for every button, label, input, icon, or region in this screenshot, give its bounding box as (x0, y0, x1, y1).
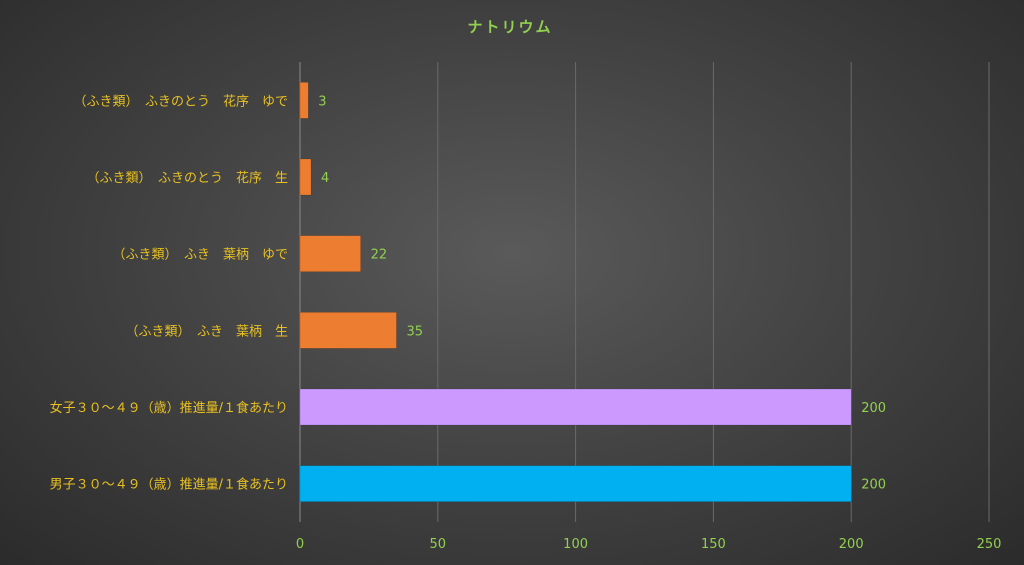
category-label: （ふき類） ふきのとう 花序 ゆで (73, 93, 288, 109)
category-label: 男子３０～４９（歳）推進量/１食あたり (50, 477, 288, 493)
data-label: 22 (371, 248, 388, 263)
x-tick-label: 250 (977, 537, 1002, 552)
bar (299, 312, 397, 349)
x-tick-label: 0 (296, 537, 304, 552)
data-label: 200 (861, 401, 886, 416)
grid-lines (299, 62, 990, 522)
data-label: 200 (861, 478, 886, 493)
data-label: 3 (318, 94, 326, 109)
x-tick-label: 100 (563, 537, 588, 552)
category-label: （ふき類） ふき 葉柄 生 (125, 324, 288, 339)
bar (299, 158, 312, 196)
data-label: 35 (406, 324, 423, 339)
category-labels: （ふき類） ふきのとう 花序 ゆで （ふき類） ふきのとう 花序 生 （ふき類） ふ… (50, 93, 288, 492)
x-tick-label: 200 (839, 537, 864, 552)
bar (299, 465, 852, 502)
data-labels: 3 4 22 35 200 200 (318, 94, 886, 492)
x-tick-label: 150 (701, 537, 726, 552)
bar (299, 388, 852, 426)
bar (299, 82, 309, 119)
bar (299, 235, 361, 272)
x-tick-labels: 0 50 100 150 200 250 (296, 537, 1002, 552)
category-label: （ふき類） ふき 葉柄 ゆで (112, 248, 288, 263)
x-tick-label: 50 (430, 537, 447, 552)
bars (299, 82, 852, 502)
category-label: 女子３０～４９（歳）推進量/１食あたり (50, 400, 288, 416)
category-label: （ふき類） ふきのとう 花序 生 (86, 170, 288, 186)
chart-title: ナトリウム (467, 18, 552, 36)
data-label: 4 (321, 171, 329, 186)
